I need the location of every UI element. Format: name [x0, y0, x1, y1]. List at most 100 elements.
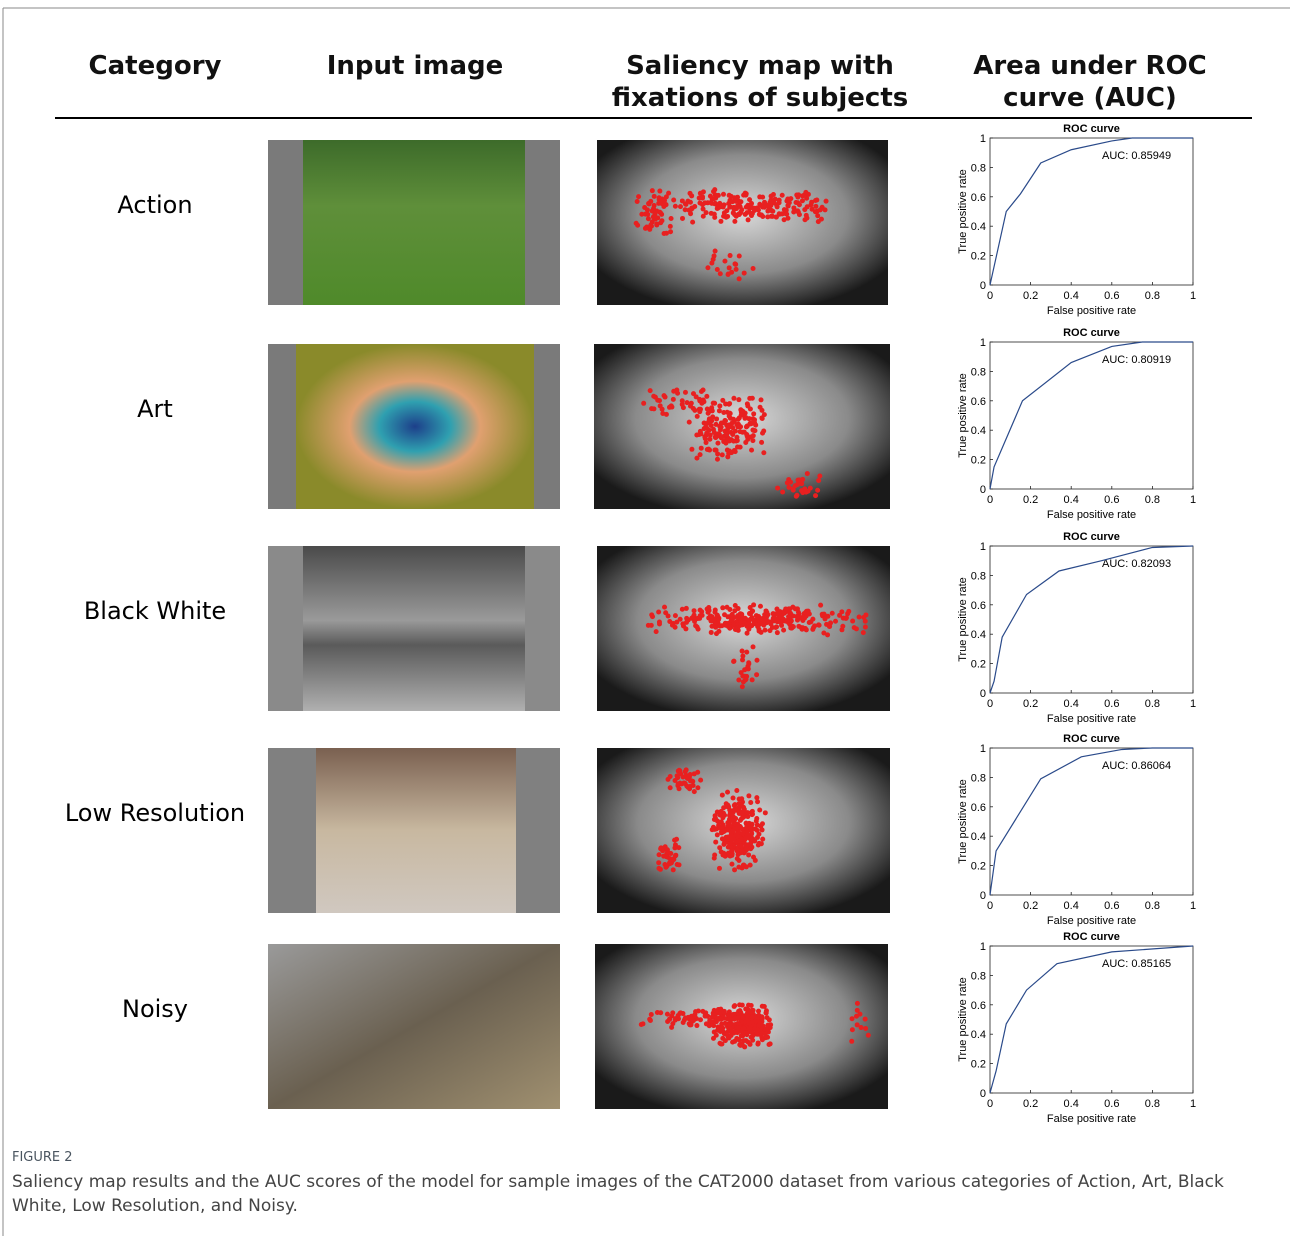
fixation-dot [651, 214, 656, 219]
fixation-dot [737, 254, 742, 259]
fixation-dot [850, 1027, 855, 1032]
fixation-dot [651, 394, 656, 399]
fixation-dot [760, 214, 765, 219]
fixation-dot [763, 810, 768, 815]
fixation-dot [751, 838, 756, 843]
fixation-dot [730, 1040, 735, 1045]
fixation-dot [695, 414, 700, 419]
fixation-dot [717, 624, 722, 629]
fixation-dot [740, 684, 745, 689]
x-tick-label: 0 [987, 900, 993, 912]
fixation-dot [711, 1036, 716, 1041]
fixation-dot [657, 852, 662, 857]
fixation-dot [651, 406, 656, 411]
x-tick-label: 0.4 [1064, 900, 1079, 912]
fixation-dot [656, 866, 661, 871]
fixation-dot [717, 424, 722, 429]
category-label: Action [117, 191, 192, 219]
fixation-dot [799, 488, 804, 493]
x-tick-label: 1 [1190, 1098, 1196, 1110]
x-tick-label: 0.8 [1145, 1098, 1160, 1110]
fixation-dot [804, 196, 809, 201]
fixation-dot [715, 457, 720, 462]
fixation-dot [736, 852, 741, 857]
fixation-dot [734, 206, 739, 211]
fixation-dot [721, 205, 726, 210]
fixation-dot [684, 767, 689, 772]
fixation-dot [667, 1017, 672, 1022]
fixation-dot [784, 618, 789, 623]
page: ActionArtBlack WhiteLow ResolutionNoisyR… [0, 0, 1290, 1236]
fixation-dot [740, 413, 745, 418]
fixation-dot [775, 630, 780, 635]
fixation-dot [693, 623, 698, 628]
fixation-dot [668, 224, 673, 229]
fixation-dot [723, 1021, 728, 1026]
fixation-dot [754, 1015, 759, 1020]
fixation-dot [784, 212, 789, 217]
y-tick-label: 0.8 [971, 570, 986, 582]
fixation-dot [688, 211, 693, 216]
fixation-dot [810, 207, 815, 212]
y-tick-label: 1 [980, 541, 986, 553]
fixation-dot [705, 447, 710, 452]
figure-label: FIGURE 2 [12, 1150, 73, 1165]
fixation-dot [863, 619, 868, 624]
fixation-dot [671, 867, 676, 872]
fixation-dot [747, 625, 752, 630]
fixation-dot [726, 402, 731, 407]
fixation-dot [668, 861, 673, 866]
fixation-dot [816, 622, 821, 627]
fixation-dot [748, 421, 753, 426]
fixation-dot [763, 617, 768, 622]
fixation-dot [727, 823, 732, 828]
category-label: Low Resolution [65, 799, 245, 827]
x-tick-label: 0.4 [1064, 290, 1079, 302]
fixation-dot [746, 835, 751, 840]
fixation-dot [716, 193, 721, 198]
fixation-dot [692, 408, 697, 413]
fixation-dot [657, 189, 662, 194]
x-axis-label: False positive rate [1047, 1113, 1136, 1125]
fixation-dot [652, 194, 657, 199]
fixation-dot [813, 493, 818, 498]
fixation-dot [749, 1003, 754, 1008]
fixation-dot [766, 203, 771, 208]
fixation-dot [859, 1025, 864, 1030]
fixation-dot [736, 808, 741, 813]
fixation-dot [732, 448, 737, 453]
saliency-map [597, 140, 888, 305]
fixation-dot [656, 610, 661, 615]
y-tick-label: 0.4 [971, 831, 986, 843]
fixation-dot [662, 605, 667, 610]
fixation-dot [750, 438, 755, 443]
fixation-dot [712, 856, 717, 861]
fixation-dot [827, 624, 832, 629]
fixation-dot [728, 253, 733, 258]
y-tick-label: 0.6 [971, 802, 986, 814]
fixation-dot [646, 201, 651, 206]
fixation-dot [719, 819, 724, 824]
fixation-dot [706, 411, 711, 416]
y-tick-label: 0 [980, 688, 986, 700]
fixation-dot [748, 1010, 753, 1015]
fixation-dot [726, 272, 731, 277]
fixation-dot [730, 432, 735, 437]
fixation-dot [674, 387, 679, 392]
fixation-dot [771, 611, 776, 616]
fixation-dot [758, 604, 763, 609]
fixation-dot [744, 674, 749, 679]
fixation-dot [866, 1033, 871, 1038]
fixation-dot [725, 448, 730, 453]
fixation-dot [706, 605, 711, 610]
fixation-dot [717, 1041, 722, 1046]
fixation-dot [744, 432, 749, 437]
fixation-dot [757, 629, 762, 634]
fixation-dot [805, 204, 810, 209]
fixation-dot [795, 195, 800, 200]
fixation-dot [791, 488, 796, 493]
fixation-dot [754, 819, 759, 824]
fixation-dot [707, 419, 712, 424]
fixation-dot [697, 616, 702, 621]
y-tick-label: 1 [980, 337, 986, 349]
